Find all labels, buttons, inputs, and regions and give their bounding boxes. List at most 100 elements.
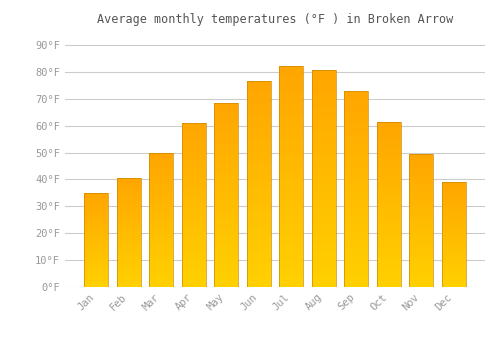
Bar: [149, 197, 174, 199]
Bar: [149, 256, 174, 258]
Bar: [182, 197, 206, 199]
Bar: [442, 228, 466, 229]
Bar: [149, 159, 174, 161]
Bar: [376, 273, 401, 276]
Bar: [149, 199, 174, 202]
Bar: [442, 236, 466, 238]
Bar: [149, 240, 174, 242]
Bar: [409, 191, 434, 194]
Bar: [344, 163, 368, 166]
Bar: [182, 208, 206, 210]
Bar: [344, 231, 368, 235]
Bar: [116, 271, 141, 273]
Bar: [84, 249, 108, 251]
Bar: [409, 280, 434, 282]
Bar: [116, 245, 141, 247]
Bar: [409, 274, 434, 276]
Bar: [84, 229, 108, 231]
Bar: [116, 222, 141, 223]
Bar: [344, 91, 368, 94]
Bar: [149, 260, 174, 262]
Bar: [312, 85, 336, 89]
Bar: [376, 121, 401, 287]
Bar: [409, 203, 434, 205]
Bar: [312, 251, 336, 254]
Bar: [149, 222, 174, 224]
Bar: [409, 198, 434, 201]
Bar: [409, 176, 434, 178]
Bar: [246, 122, 271, 126]
Bar: [116, 267, 141, 269]
Bar: [182, 251, 206, 254]
Bar: [344, 212, 368, 215]
Bar: [312, 89, 336, 92]
Bar: [344, 274, 368, 277]
Bar: [84, 202, 108, 204]
Bar: [376, 127, 401, 130]
Bar: [344, 280, 368, 284]
Bar: [182, 222, 206, 224]
Bar: [409, 225, 434, 227]
Bar: [182, 183, 206, 186]
Bar: [84, 273, 108, 274]
Bar: [116, 281, 141, 284]
Bar: [279, 162, 303, 166]
Bar: [84, 232, 108, 234]
Bar: [116, 200, 141, 202]
Bar: [116, 227, 141, 229]
Bar: [409, 269, 434, 272]
Bar: [442, 275, 466, 276]
Bar: [409, 163, 434, 165]
Bar: [409, 249, 434, 252]
Bar: [376, 138, 401, 141]
Bar: [246, 263, 271, 266]
Bar: [116, 220, 141, 222]
Bar: [149, 191, 174, 193]
Bar: [182, 262, 206, 265]
Bar: [344, 130, 368, 133]
Bar: [214, 121, 238, 124]
Bar: [116, 256, 141, 258]
Bar: [246, 181, 271, 184]
Bar: [116, 215, 141, 216]
Bar: [116, 225, 141, 227]
Bar: [344, 107, 368, 110]
Bar: [246, 174, 271, 177]
Bar: [214, 241, 238, 244]
Bar: [344, 182, 368, 186]
Bar: [246, 249, 271, 253]
Bar: [246, 157, 271, 160]
Bar: [376, 144, 401, 146]
Bar: [376, 146, 401, 149]
Bar: [442, 234, 466, 236]
Bar: [182, 134, 206, 136]
Bar: [409, 187, 434, 189]
Bar: [312, 193, 336, 197]
Bar: [116, 183, 141, 186]
Bar: [214, 247, 238, 250]
Bar: [84, 193, 108, 287]
Bar: [312, 229, 336, 233]
Bar: [312, 280, 336, 284]
Bar: [312, 197, 336, 201]
Bar: [409, 245, 434, 247]
Bar: [214, 143, 238, 146]
Bar: [442, 252, 466, 254]
Bar: [312, 262, 336, 265]
Bar: [84, 282, 108, 284]
Bar: [344, 169, 368, 173]
Bar: [312, 135, 336, 139]
Bar: [442, 199, 466, 201]
Bar: [149, 258, 174, 260]
Bar: [376, 237, 401, 240]
Bar: [182, 230, 206, 232]
Bar: [182, 240, 206, 243]
Bar: [116, 193, 141, 194]
Bar: [442, 276, 466, 278]
Bar: [442, 191, 466, 192]
Bar: [376, 271, 401, 273]
Bar: [116, 252, 141, 254]
Bar: [442, 259, 466, 261]
Bar: [409, 181, 434, 183]
Bar: [442, 250, 466, 252]
